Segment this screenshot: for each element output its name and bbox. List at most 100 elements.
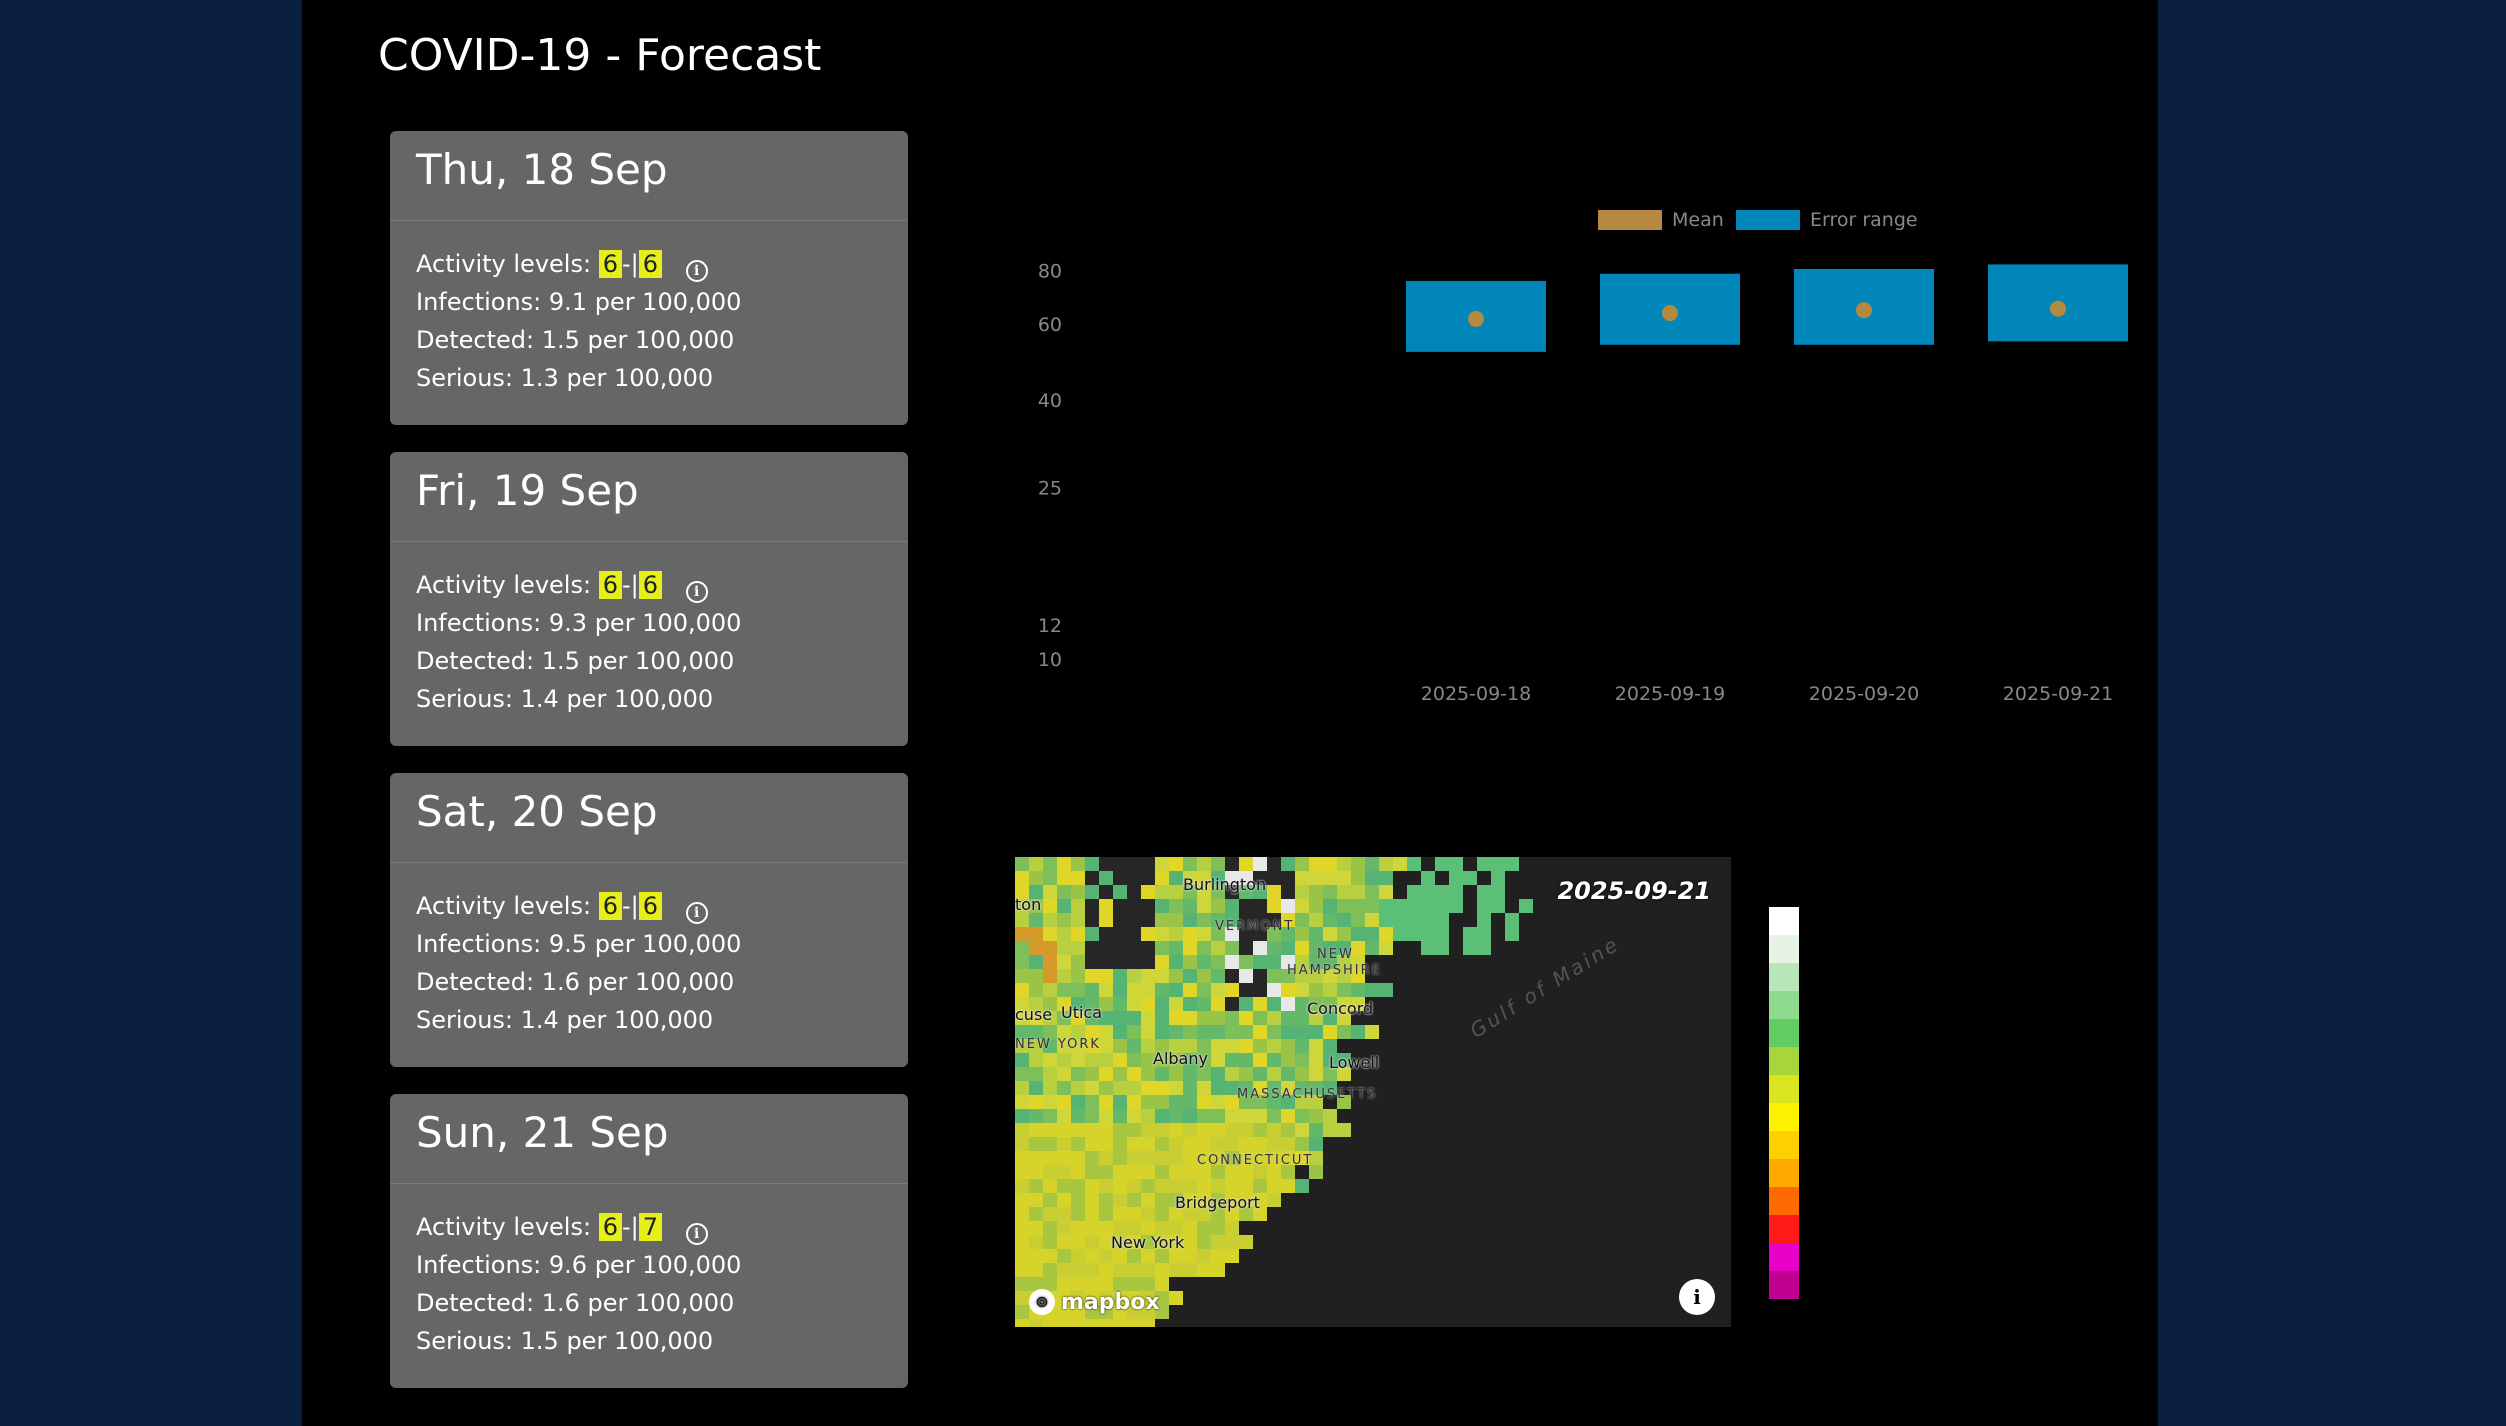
map-heat-cell: [1141, 969, 1155, 983]
map-heat-cell: [1043, 1179, 1057, 1193]
map-heat-cell: [1085, 1137, 1099, 1151]
forecast-card: Fri, 19 Sep Activity levels: 6 -| 6 i Infe…: [390, 452, 908, 746]
y-tick-label: 25: [1038, 478, 1062, 500]
map-heat-cell: [1197, 1249, 1211, 1263]
map-heat-cell: [1085, 885, 1099, 899]
map-heat-cell: [1505, 913, 1519, 927]
map-heat-cell: [1225, 1193, 1239, 1207]
map-heat-cell: [1281, 1179, 1295, 1193]
map-heat-cell: [1113, 1235, 1127, 1249]
map-heat-cell: [1043, 941, 1057, 955]
map-heat-cell: [1085, 871, 1099, 885]
activity-level-high-badge: 6: [638, 892, 662, 920]
info-icon[interactable]: i: [685, 581, 708, 603]
map-heat-cell: [1211, 1081, 1225, 1095]
map-heat-cell: [1169, 1193, 1183, 1207]
map-heat-cell: [1043, 969, 1057, 983]
map-heat-cell: [1155, 1193, 1169, 1207]
map-heat-cell: [1197, 1165, 1211, 1179]
map-heat-cell: [1211, 969, 1225, 983]
map-heat-cell: [1029, 1319, 1043, 1327]
map-heat-cell: [1043, 1263, 1057, 1277]
map-heat-cell: [1267, 885, 1281, 899]
map-attribution-info-button[interactable]: i: [1679, 1279, 1715, 1315]
map-heat-cell: [1015, 1263, 1029, 1277]
color-scale-step: [1769, 1047, 1799, 1075]
map-heat-cell: [1183, 1095, 1197, 1109]
map-heat-cell: [1169, 913, 1183, 927]
map-heat-cell: [1141, 955, 1155, 969]
map-heat-cell: [1211, 899, 1225, 913]
map-heat-cell: [1057, 983, 1071, 997]
map-heat-cell: [1295, 1039, 1309, 1053]
map-heat-cell: [1309, 857, 1323, 871]
info-icon[interactable]: i: [685, 260, 708, 282]
map-heat-cell: [1197, 955, 1211, 969]
y-tick-label: 12: [1038, 615, 1062, 637]
map-heat-cell: [1309, 1123, 1323, 1137]
map-heat-cell: [1267, 1137, 1281, 1151]
map-heat-cell: [1015, 927, 1029, 941]
map-heat-cell: [1211, 1221, 1225, 1235]
map-heat-cell: [1239, 955, 1253, 969]
map-heat-cell: [1029, 1277, 1043, 1291]
map-heat-cell: [1141, 1165, 1155, 1179]
map-heat-cell: [1267, 1109, 1281, 1123]
map-heat-cell: [1169, 1249, 1183, 1263]
map-heat-cell: [1141, 1319, 1155, 1327]
mapbox-logo[interactable]: ⊚ mapbox: [1029, 1289, 1160, 1315]
map-heat-cell: [1323, 913, 1337, 927]
map-heat-cell: [1085, 1235, 1099, 1249]
map-heat-cell: [1127, 1123, 1141, 1137]
map-heat-cell: [1127, 969, 1141, 983]
map-heat-cell: [1113, 1179, 1127, 1193]
activity-level-low-badge: 6: [598, 1213, 622, 1241]
map-heat-cell: [1295, 983, 1309, 997]
map-heat-cell: [1099, 969, 1113, 983]
map-heat-cell: [1323, 1011, 1337, 1025]
map-heat-cell: [1239, 1109, 1253, 1123]
map-heat-cell: [1225, 1165, 1239, 1179]
map-heat-cell: [1029, 1263, 1043, 1277]
map-heat-cell: [1309, 913, 1323, 927]
map-heat-cell: [1211, 997, 1225, 1011]
map-heat-cell: [1141, 1193, 1155, 1207]
activity-levels-row: Activity levels: 6 -| 6 i: [416, 566, 882, 604]
map-heat-cell: [1099, 1039, 1113, 1053]
map-heat-cell: [1127, 1053, 1141, 1067]
map-heat-cell: [1309, 997, 1323, 1011]
map-heat-cell: [1337, 983, 1351, 997]
map-heat-cell: [1337, 1025, 1351, 1039]
map-heat-cell: [1057, 941, 1071, 955]
map-heat-cell: [1323, 1067, 1337, 1081]
activity-map[interactable]: Burlington ton VERMONT NEW HAMPSHIRE Con…: [1015, 857, 1731, 1327]
map-heat-cell: [1225, 983, 1239, 997]
map-heat-cell: [1113, 1095, 1127, 1109]
map-heat-cell: [1211, 1179, 1225, 1193]
forecast-date: Sun, 21 Sep: [416, 1108, 669, 1157]
map-heat-cell: [1043, 1165, 1057, 1179]
map-heat-cell: [1057, 1319, 1071, 1327]
map-heat-cell: [1057, 955, 1071, 969]
map-heat-cell: [1225, 1109, 1239, 1123]
info-icon[interactable]: i: [685, 1223, 708, 1245]
map-heat-cell: [1085, 1319, 1099, 1327]
map-heat-cell: [1169, 1025, 1183, 1039]
forecast-chart: Mean Error range 10 12 25 40 60 80 2025-09-18 202…: [1002, 180, 2202, 720]
map-heat-cell: [1295, 941, 1309, 955]
map-heat-cell: [1127, 871, 1141, 885]
map-heat-cell: [1043, 1025, 1057, 1039]
map-heat-cell: [1099, 1207, 1113, 1221]
map-heat-cell: [1029, 1081, 1043, 1095]
info-icon[interactable]: i: [685, 902, 708, 924]
map-heat-cell: [1183, 955, 1197, 969]
map-heat-cell: [1183, 1011, 1197, 1025]
map-heat-cell: [1197, 941, 1211, 955]
map-heat-cell: [1071, 857, 1085, 871]
map-heat-cell: [1211, 913, 1225, 927]
map-heat-cell: [1225, 997, 1239, 1011]
map-heat-cell: [1267, 1053, 1281, 1067]
map-heat-cell: [1183, 885, 1197, 899]
map-label: HAMPSHIRE: [1287, 963, 1382, 978]
map-heat-cell: [1183, 913, 1197, 927]
